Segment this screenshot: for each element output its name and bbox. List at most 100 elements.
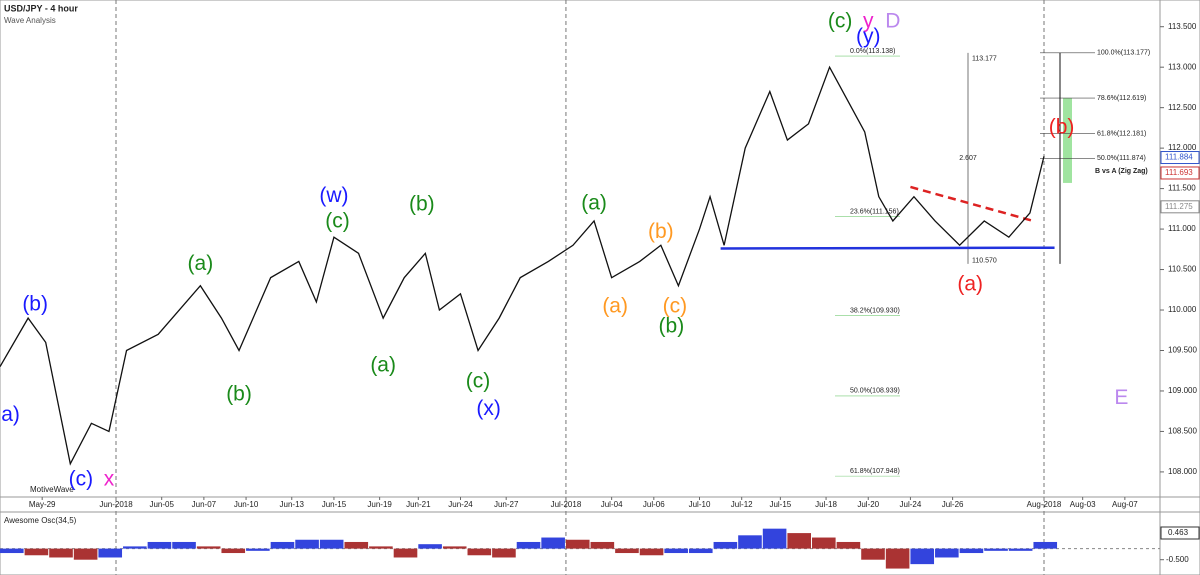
wave-label: a) xyxy=(1,403,20,426)
wave-label: (w) xyxy=(319,184,348,207)
fib-label: 23.6%(111.156) xyxy=(850,208,899,215)
wave-label: (b) xyxy=(1049,115,1075,138)
x-tick-label: Jul-20 xyxy=(857,500,879,509)
price-badge-label: 111.693 xyxy=(1165,168,1193,177)
osc-bar xyxy=(246,548,270,551)
x-tick-label: Jun-27 xyxy=(494,500,519,509)
wave-label: (y) xyxy=(856,25,881,48)
wave-label: (c) xyxy=(325,209,350,232)
y-tick-label: 108.500 xyxy=(1168,427,1197,436)
y-tick-label: 109.500 xyxy=(1168,346,1197,355)
watermark: MotiveWave xyxy=(30,485,74,494)
price-badge-label: 111.275 xyxy=(1165,202,1193,211)
x-tick-label: Jun-21 xyxy=(406,500,431,509)
wave-label: (c) xyxy=(828,9,853,32)
osc-bar xyxy=(541,537,565,549)
x-tick-label: Jul-2018 xyxy=(551,500,582,509)
osc-bar xyxy=(344,541,369,549)
osc-bar xyxy=(295,539,319,549)
wave-label: (a) xyxy=(602,294,628,317)
osc-bar xyxy=(319,539,344,549)
wave-label: (b) xyxy=(409,192,435,215)
osc-bar xyxy=(418,544,442,549)
osc-badge-label: 0.463 xyxy=(1168,528,1189,537)
x-tick-label: May-29 xyxy=(29,500,56,509)
wave-label: (c) xyxy=(663,294,688,317)
wave-label: (b) xyxy=(22,293,48,316)
y-tick-label: 112.500 xyxy=(1168,103,1197,112)
x-tick-label: Jun-19 xyxy=(367,500,392,509)
osc-bar xyxy=(984,548,1008,551)
osc-bar xyxy=(762,528,787,549)
osc-bar xyxy=(1033,541,1058,549)
y-tick-label: 110.500 xyxy=(1168,265,1197,274)
x-tick-label: Jul-04 xyxy=(601,500,623,509)
fib-note: B vs A (Zig Zag) xyxy=(1095,168,1148,175)
x-tick-label: Jun-05 xyxy=(149,500,174,509)
wave-label: (b) xyxy=(648,220,674,243)
osc-bar xyxy=(639,548,664,556)
osc-bar xyxy=(442,546,467,549)
price-badge xyxy=(1160,166,1200,180)
osc-bar xyxy=(73,548,98,560)
osc-bar xyxy=(147,541,172,549)
osc-bar xyxy=(713,541,738,549)
price-badge xyxy=(1160,200,1200,214)
osc-bar xyxy=(24,548,49,556)
x-tick-label: Aug-03 xyxy=(1070,500,1096,509)
wave-label: (c) xyxy=(69,468,94,491)
wave-label: (a) xyxy=(370,353,396,376)
measure-top: 113.177 xyxy=(972,56,997,63)
osc-bar xyxy=(935,548,959,558)
osc-bar xyxy=(123,546,147,549)
x-tick-label: Jun-13 xyxy=(280,500,305,509)
x-tick-label: Jun-10 xyxy=(234,500,259,509)
osc-bar xyxy=(270,541,295,549)
osc-bar xyxy=(196,546,221,549)
osc-bar xyxy=(492,548,516,558)
price-badge xyxy=(1160,151,1200,165)
osc-bar xyxy=(565,539,590,549)
x-tick-label: Jul-06 xyxy=(643,500,665,509)
osc-bar xyxy=(738,535,762,549)
osc-bar xyxy=(467,548,492,556)
osc-bar xyxy=(221,548,246,554)
osc-bar xyxy=(664,548,688,554)
wave-label: (x) xyxy=(476,397,501,420)
osc-bar xyxy=(98,548,123,558)
wave-label: (b) xyxy=(659,315,685,338)
x-tick-label: Aug-07 xyxy=(1112,500,1138,509)
x-tick-label: Jul-12 xyxy=(731,500,753,509)
osc-title: Awesome Osc(34,5) xyxy=(4,516,77,525)
osc-bar xyxy=(172,541,196,549)
x-tick-label: Jun-15 xyxy=(322,500,347,509)
osc-bar xyxy=(910,548,935,565)
osc-bar xyxy=(885,548,910,569)
wave-label: D xyxy=(885,9,900,32)
wave-label: (a) xyxy=(188,252,214,275)
osc-bar xyxy=(393,548,418,558)
chart-title: USD/JPY - 4 hour xyxy=(4,3,78,13)
x-tick-label: Aug-2018 xyxy=(1027,500,1062,509)
fib-label: 38.2%(109.930) xyxy=(850,308,900,315)
wave-label: x xyxy=(104,468,115,491)
price-line xyxy=(0,65,1045,466)
wave-label: (c) xyxy=(466,370,491,393)
trendline xyxy=(720,246,1055,250)
osc-bar xyxy=(959,548,984,554)
wave-label: y xyxy=(863,9,874,32)
y-tick-label: 108.000 xyxy=(1168,467,1197,476)
fib-label: 100.0%(113.177) xyxy=(1097,50,1150,57)
osc-bar xyxy=(369,546,393,549)
y-tick-label: 113.500 xyxy=(1168,22,1197,31)
measure-range: 2.607 xyxy=(959,155,977,162)
fib-label: 50.0%(108.939) xyxy=(850,388,900,395)
x-tick-label: Jul-10 xyxy=(689,500,711,509)
trendline xyxy=(910,185,1034,223)
x-tick-label: Jun-24 xyxy=(448,500,473,509)
osc-bar xyxy=(49,548,73,558)
osc-bar xyxy=(688,548,713,554)
y-tick-label: -0.500 xyxy=(1166,555,1189,564)
